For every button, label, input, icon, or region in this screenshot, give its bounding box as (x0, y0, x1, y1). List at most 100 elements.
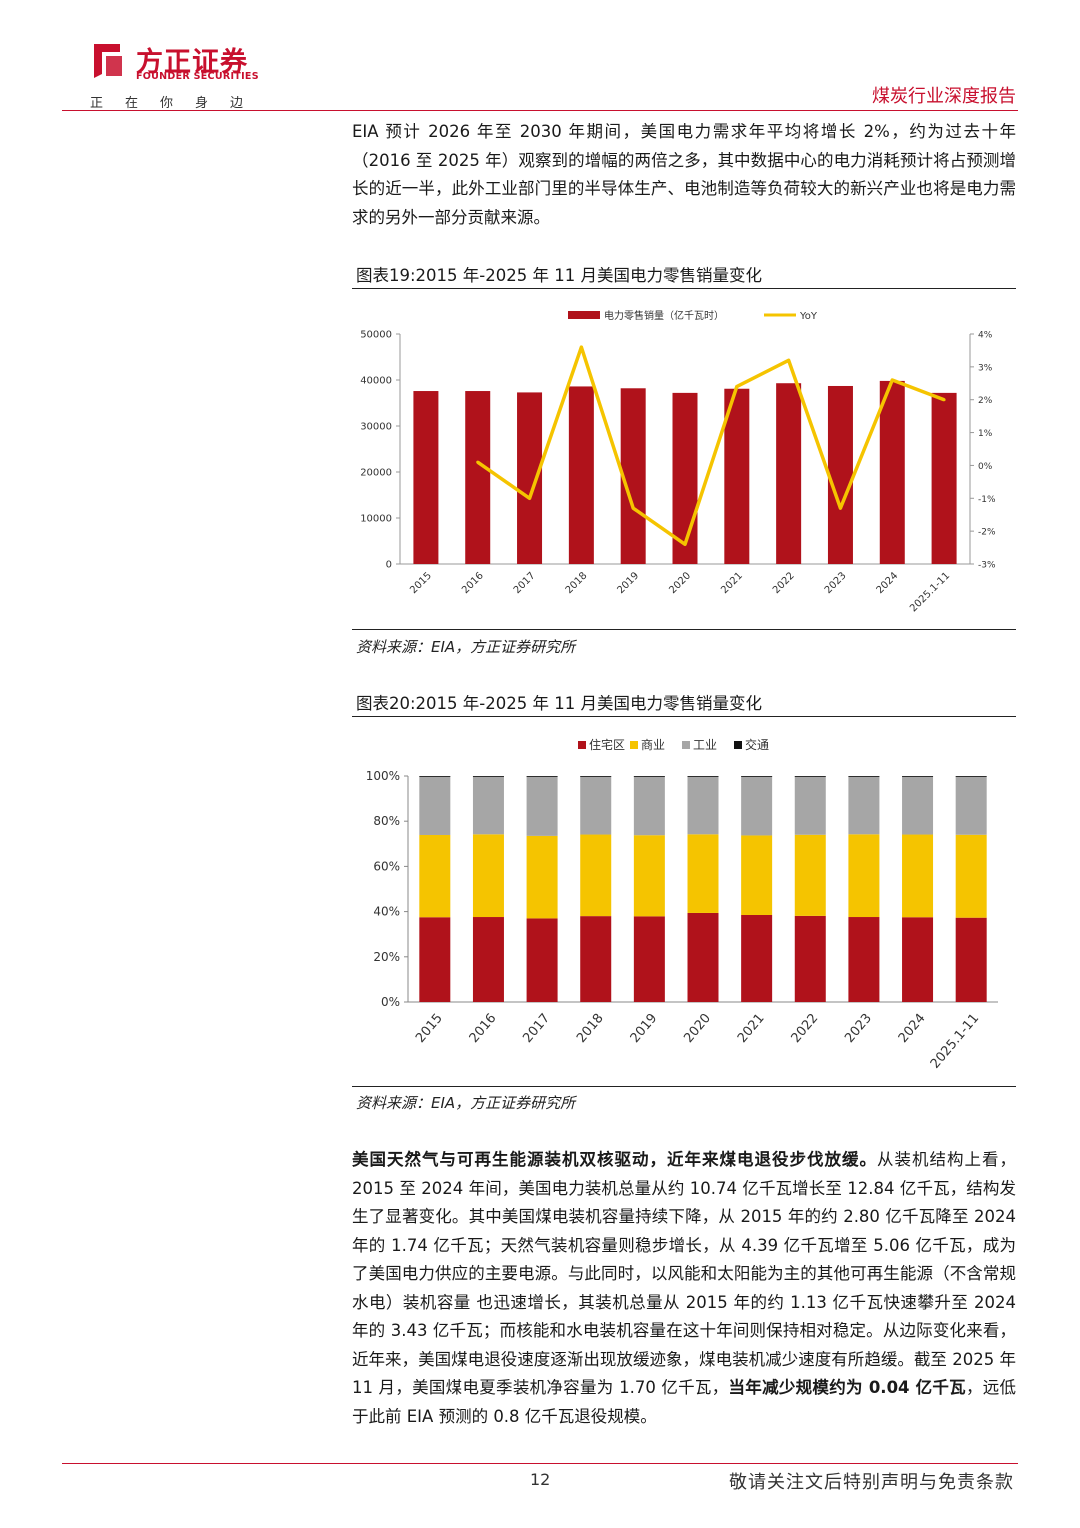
brand-name: 方正证券 (136, 47, 248, 78)
chart2-segment-住宅区-2018 (580, 916, 612, 1002)
chart1-right-tick-label: 1% (978, 429, 993, 439)
chart1-x-tick-label: 2015 (408, 570, 434, 596)
chart2-segment-交通-2024 (902, 776, 934, 777)
chart1-yoy-point (890, 378, 894, 382)
chart1-yoy-point (579, 345, 583, 349)
chart2-segment-商业-2017 (526, 835, 558, 919)
chart1-yoy-point (735, 385, 739, 389)
chart2-segment-交通-2021 (741, 776, 773, 777)
chart2-segment-交通-2016 (472, 776, 504, 777)
chart2-segment-住宅区-2016 (472, 917, 504, 1002)
chart2-title: 图表20:2015 年-2025 年 11 月美国电力零售销量变化 (356, 694, 762, 713)
chart2-y-tick-label: 20% (373, 950, 400, 964)
chart2-x-tick-label: 2021 (735, 1011, 768, 1046)
legend-label-住宅区: 住宅区 (589, 737, 625, 752)
chart1-left-tick-label: 10000 (360, 514, 392, 525)
chart1-x-tick-label: 2023 (823, 570, 849, 596)
chart1-left-tick-label: 20000 (360, 468, 392, 479)
chart2-segment-住宅区-2023 (848, 917, 880, 1002)
chart2-top-rule (352, 716, 1016, 717)
body-lead-bold: 美国天然气与可再生能源装机双核驱动，近年来煤电退役步伐放缓。 (352, 1150, 877, 1169)
chart1-right-tick-label: -1% (978, 495, 996, 505)
chart2-segment-工业-2021 (741, 776, 773, 836)
chart2-segment-住宅区-2021 (741, 914, 773, 1002)
chart1-yoy-point (942, 398, 946, 402)
chart2-segment-工业-2022 (794, 776, 826, 835)
chart1-retail-sales: 电力零售销量（亿千瓦时） YoY 0 10000 20000 30000 40000 5000… (360, 309, 996, 614)
chart1-title: 图表19:2015 年-2025 年 11 月美国电力零售销量变化 (356, 266, 762, 285)
chart1-bar-2023 (827, 385, 853, 564)
chart1-yoy-point (838, 506, 842, 510)
legend-label-交通: 交通 (745, 737, 769, 752)
chart2-segment-工业-2019 (633, 776, 665, 836)
chart1-right-tick-label: -2% (978, 528, 996, 538)
legend-label-工业: 工业 (693, 738, 717, 752)
chart2-x-tick-label: 2016 (467, 1011, 500, 1046)
chart2-x-tick-label: 2023 (842, 1011, 875, 1046)
body-paragraph: 美国天然气与可再生能源装机双核驱动，近年来煤电退役步伐放缓。从装机结构上看， 2… (352, 1146, 1016, 1431)
chart1-yoy-point (528, 496, 532, 500)
chart1-yoy-point (476, 460, 480, 464)
chart2-segment-工业-2025.1-11 (955, 776, 987, 835)
chart2-sector-share: 住宅区 商业 工业 交通 0% 20% 40% 60% 80% 100% 2015 2016 2017 2… (366, 737, 998, 1072)
chart1-x-tick-label: 2017 (512, 570, 538, 596)
chart2-bottom-rule (352, 1086, 1016, 1087)
chart2-segment-工业-2016 (472, 776, 504, 835)
chart2-x-tick-label: 2020 (681, 1011, 714, 1046)
footer-disclaimer: 敬请关注文后特别声明与免责条款 (729, 1472, 1014, 1493)
legend-label-sales: 电力零售销量（亿千瓦时） (604, 309, 724, 322)
chart2-x-tick-label: 2018 (574, 1011, 607, 1046)
chart2-x-tick-label: 2024 (896, 1011, 929, 1046)
chart2-segment-工业-2020 (687, 776, 719, 835)
chart2-segment-商业-2021 (741, 835, 773, 915)
chart2-x-tick-label: 2015 (413, 1011, 446, 1046)
chart1-x-tick-label: 2019 (616, 570, 642, 596)
chart2-segment-交通-2022 (794, 776, 826, 777)
chart1-right-tick-label: -3% (978, 561, 996, 571)
chart1-bar-2020 (672, 392, 698, 564)
chart2-y-tick-label: 40% (373, 905, 400, 919)
legend-swatch-工业 (682, 741, 690, 749)
chart1-yoy-point (787, 358, 791, 362)
chart2-segment-工业-2017 (526, 776, 558, 836)
chart2-segment-交通-2025.1-11 (955, 776, 987, 777)
chart2-segment-商业-2018 (580, 834, 612, 917)
page-number: 12 (530, 1470, 551, 1489)
chart1-left-tick-label: 50000 (360, 330, 392, 341)
chart2-segment-交通-2018 (580, 776, 612, 777)
chart2-segment-住宅区-2025.1-11 (955, 917, 987, 1002)
chart2-segment-住宅区-2024 (902, 917, 934, 1002)
chart1-right-tick-label: 0% (978, 462, 993, 472)
chart1-bar-2022 (776, 383, 802, 564)
intro-paragraph: EIA 预计 2026 年至 2030 年期间，美国电力需求年平均将增长 2%，… (352, 122, 1016, 227)
legend-swatch-住宅区 (578, 741, 586, 749)
body-text-1: 从装机结构上看， 2015 至 2024 年间，美国电力装机总量从约 10.74… (352, 1150, 1016, 1397)
footer-divider (62, 1463, 1018, 1464)
chart1-yoy-point (631, 506, 635, 510)
founder-logo-icon (94, 44, 122, 78)
chart1-x-tick-label: 2016 (460, 570, 486, 596)
chart1-x-tick-label: 2018 (564, 570, 590, 596)
chart2-segment-交通-2015 (419, 776, 451, 777)
chart2-segment-交通-2019 (633, 776, 665, 777)
chart2-source: 资料来源：EIA，方正证券研究所 (356, 1094, 576, 1112)
chart2-segment-商业-2022 (794, 834, 826, 916)
legend-swatch-商业 (630, 741, 638, 749)
chart1-right-tick-label: 2% (978, 396, 993, 406)
chart2-segment-工业-2018 (580, 776, 612, 835)
chart1-legend: 电力零售销量（亿千瓦时） YoY (568, 309, 818, 322)
chart2-legend: 住宅区 商业 工业 交通 (578, 737, 769, 752)
chart1-top-rule (352, 288, 1016, 289)
chart2-segment-商业-2015 (419, 834, 451, 918)
chart2-segment-商业-2020 (687, 834, 719, 913)
chart1-bar-2016 (465, 391, 491, 564)
chart2-segment-交通-2017 (526, 776, 558, 777)
chart1-x-tick-label: 2020 (667, 570, 693, 596)
chart1-x-tick-label: 2024 (875, 570, 901, 596)
chart1-bottom-rule (352, 629, 1016, 630)
chart1-left-tick-label: 30000 (360, 422, 392, 433)
chart2-segment-住宅区-2017 (526, 918, 558, 1002)
founder-logo: 方正证券 FOUNDER SECURITIES 正在你身边 (88, 38, 318, 111)
chart1-left-tick-label: 0 (386, 560, 392, 571)
chart2-y-tick-label: 60% (373, 859, 400, 873)
